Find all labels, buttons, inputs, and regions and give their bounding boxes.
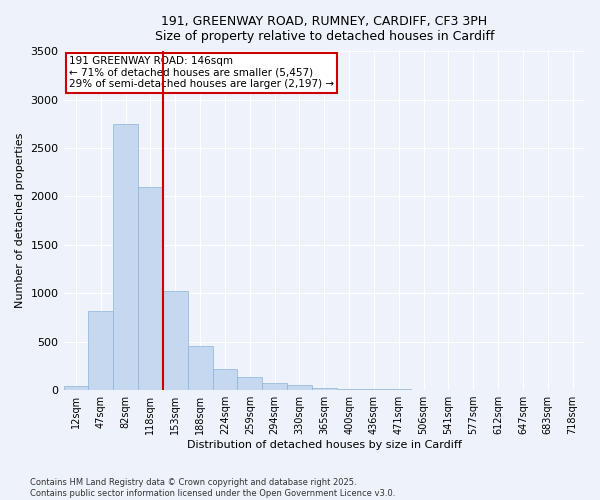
Bar xyxy=(113,124,138,390)
Y-axis label: Number of detached properties: Number of detached properties xyxy=(15,133,25,308)
Bar xyxy=(262,383,287,390)
Bar xyxy=(212,369,238,390)
Text: 191 GREENWAY ROAD: 146sqm
← 71% of detached houses are smaller (5,457)
29% of se: 191 GREENWAY ROAD: 146sqm ← 71% of detac… xyxy=(69,56,334,90)
Bar xyxy=(287,385,312,390)
Bar xyxy=(163,292,188,390)
Bar xyxy=(337,388,362,390)
Title: 191, GREENWAY ROAD, RUMNEY, CARDIFF, CF3 3PH
Size of property relative to detach: 191, GREENWAY ROAD, RUMNEY, CARDIFF, CF3… xyxy=(155,15,494,43)
Bar xyxy=(312,388,337,390)
Bar xyxy=(64,386,88,390)
Bar xyxy=(238,378,262,390)
Bar xyxy=(138,186,163,390)
Text: Contains HM Land Registry data © Crown copyright and database right 2025.
Contai: Contains HM Land Registry data © Crown c… xyxy=(30,478,395,498)
Bar xyxy=(362,389,386,390)
Bar xyxy=(188,346,212,390)
X-axis label: Distribution of detached houses by size in Cardiff: Distribution of detached houses by size … xyxy=(187,440,462,450)
Bar xyxy=(88,310,113,390)
